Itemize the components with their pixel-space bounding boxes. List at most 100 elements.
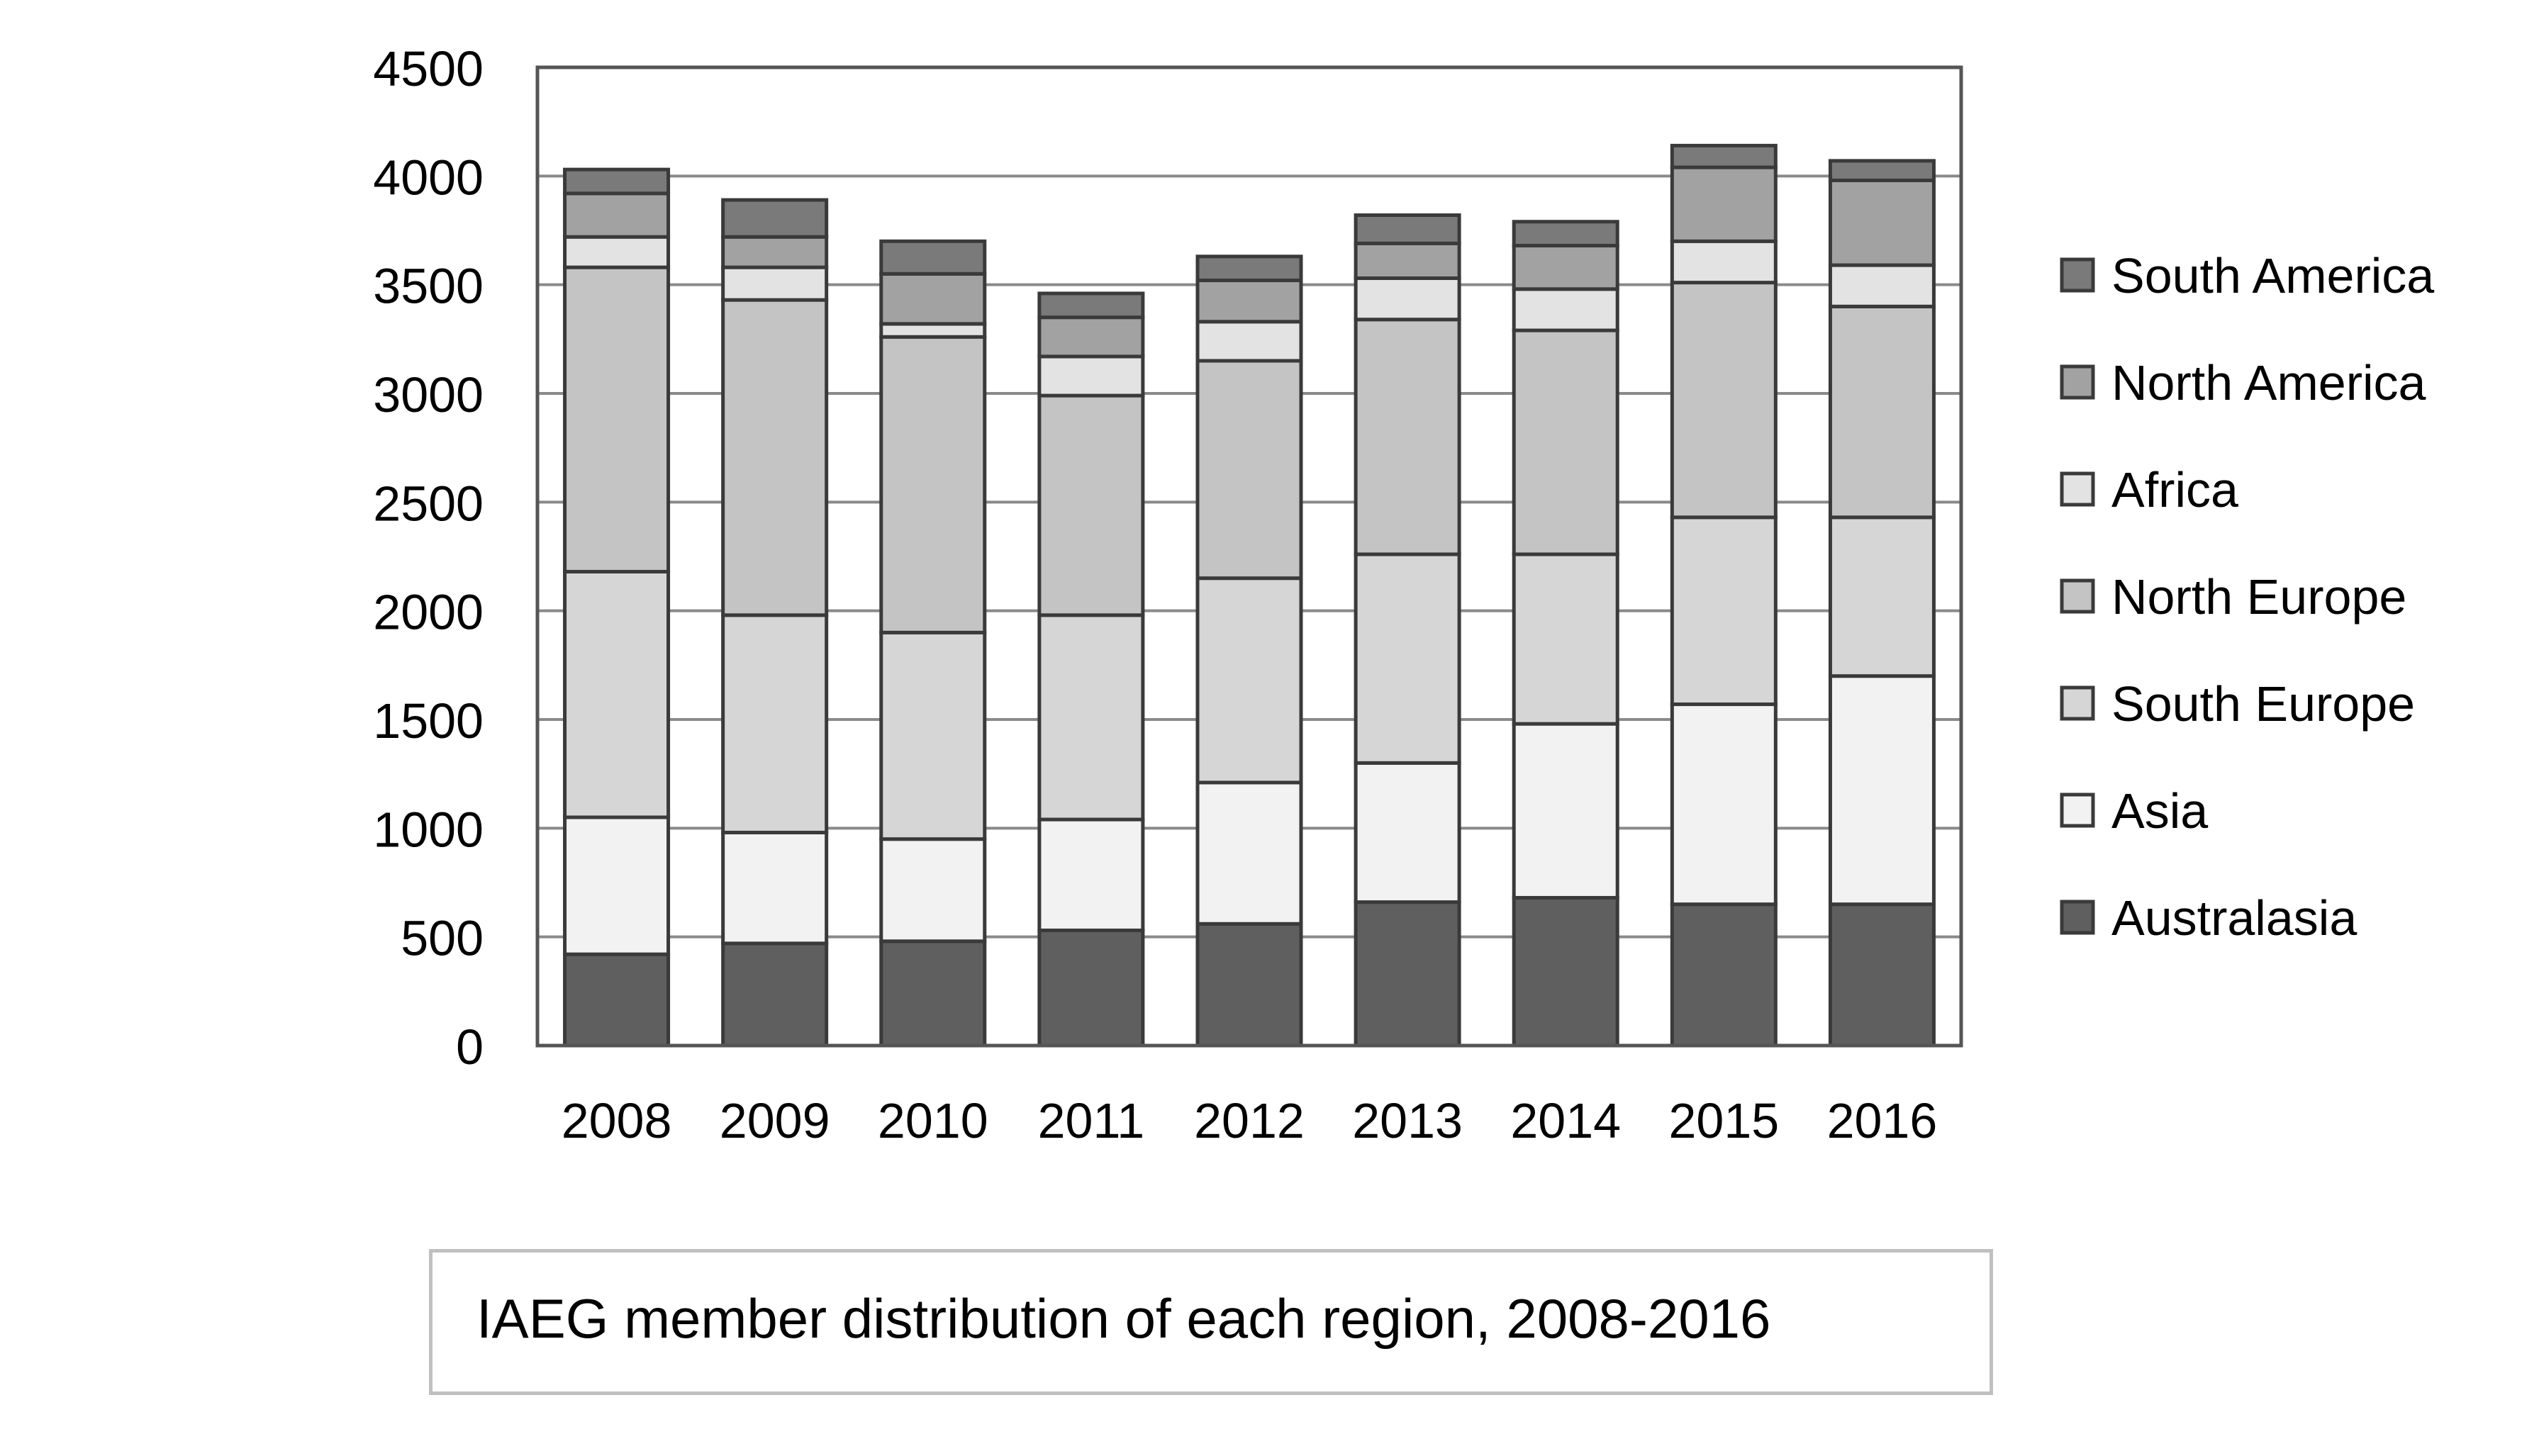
bar-segment	[1828, 902, 1936, 1048]
bar-segment	[1195, 254, 1303, 283]
legend-label: North America	[2111, 355, 2426, 410]
bar-segment	[879, 322, 987, 339]
bar-segment	[1354, 213, 1461, 245]
legend: South America North America Africa North Eu…	[2060, 248, 2434, 946]
x-tick-label: 2009	[720, 1093, 830, 1148]
bar-segment	[1828, 515, 1936, 678]
caption-box: IAEG member distribution of each region,…	[429, 1249, 1993, 1395]
bar-segment	[1828, 178, 1936, 267]
bar-segment	[1512, 722, 1619, 900]
bar-segment	[1670, 143, 1778, 169]
bar-segment	[1195, 320, 1303, 363]
x-tick-label: 2016	[1827, 1093, 1938, 1148]
y-tick-label: 3500	[373, 259, 484, 314]
bar-segment	[563, 952, 671, 1048]
bar-segment	[1828, 263, 1936, 308]
legend-label: North Europe	[2111, 569, 2406, 625]
bar-segment	[1354, 241, 1461, 280]
bar-segment	[1354, 552, 1461, 765]
y-tick-label: 4500	[373, 41, 484, 96]
bar-segment	[563, 167, 671, 196]
bar-segment	[1195, 359, 1303, 581]
bar-segment	[1354, 761, 1461, 905]
bar-segment	[1828, 159, 1936, 182]
bar-segment	[1670, 702, 1778, 907]
bar-segment	[1512, 220, 1619, 247]
legend-label: Australasia	[2111, 890, 2357, 946]
bar-segment	[1512, 328, 1619, 556]
bar-segment	[879, 939, 987, 1048]
bar-segment	[1512, 552, 1619, 726]
plot-frame	[535, 65, 1963, 1048]
bar-segment	[1195, 922, 1303, 1048]
y-tick-label: 2000	[373, 585, 484, 640]
bar-segment	[1512, 243, 1619, 291]
bar-segment	[1670, 902, 1778, 1048]
legend-label: South America	[2111, 248, 2434, 303]
bar-segment	[1037, 315, 1145, 359]
bar-segment	[1512, 287, 1619, 332]
bar-segment	[879, 271, 987, 326]
bar-segment	[721, 613, 829, 834]
bar-segment	[721, 830, 829, 946]
legend-label: South Europe	[2111, 676, 2415, 732]
bar-segment	[721, 941, 829, 1048]
bar-segment	[1828, 674, 1936, 907]
legend-swatch	[2060, 900, 2095, 935]
legend-swatch	[2060, 793, 2095, 828]
bar-segment	[563, 265, 671, 573]
bar-segment	[1037, 613, 1145, 822]
x-tick-label: 2010	[878, 1093, 988, 1148]
bar-segment	[1037, 291, 1145, 320]
bar-segment	[1037, 393, 1145, 617]
bar-segment	[563, 235, 671, 269]
y-tick-label: 1500	[373, 693, 484, 749]
bar-segment	[563, 815, 671, 956]
bar-segment	[1670, 165, 1778, 243]
bar-segment	[1037, 354, 1145, 398]
bar-segment	[1670, 281, 1778, 520]
bar-segment	[1037, 928, 1145, 1048]
x-tick-label: 2013	[1352, 1093, 1463, 1148]
bar-segment	[1195, 576, 1303, 785]
bar-segment	[721, 235, 829, 269]
legend-swatch	[2060, 471, 2095, 507]
x-tick-label: 2008	[562, 1093, 672, 1148]
bar-segment	[1354, 900, 1461, 1048]
legend-label: Africa	[2111, 462, 2238, 517]
bar-segment	[563, 191, 671, 239]
bar-segment	[1195, 780, 1303, 926]
y-tick-label: 500	[401, 911, 484, 966]
legend-swatch	[2060, 364, 2095, 400]
bar-segment	[1354, 318, 1461, 556]
legend-swatch	[2060, 685, 2095, 721]
bars-group	[563, 143, 1936, 1048]
legend-swatch	[2060, 578, 2095, 614]
legend-swatch	[2060, 257, 2095, 293]
y-tick-label: 0	[456, 1019, 484, 1075]
x-tick-label: 2014	[1510, 1093, 1621, 1148]
bar-segment	[879, 239, 987, 276]
bar-segment	[879, 335, 987, 634]
bar-segment	[879, 837, 987, 943]
bar-segment	[721, 265, 829, 302]
x-tick-label: 2015	[1668, 1093, 1779, 1148]
y-axis-ticks: 0 500 1000 1500 2000 2500 3000 3500 4000 4500	[373, 41, 484, 1075]
bar-segment	[1670, 515, 1778, 707]
y-tick-label: 4000	[373, 150, 484, 205]
bar-segment	[1354, 276, 1461, 322]
bar-segment	[563, 569, 671, 819]
bar-segment	[721, 198, 829, 239]
bar-segment	[1512, 895, 1619, 1048]
y-tick-label: 3000	[373, 367, 484, 422]
x-tick-label: 2012	[1194, 1093, 1305, 1148]
bar-segment	[1037, 817, 1145, 932]
x-axis-ticks: 2008 2009 2010 2011 2012 2013 2014 2015 2016	[562, 1093, 1938, 1148]
y-tick-label: 1000	[373, 802, 484, 857]
bar-segment	[1828, 304, 1936, 520]
bar-segment	[1195, 279, 1303, 324]
chart-caption: IAEG member distribution of each region,…	[476, 1287, 1771, 1350]
y-tick-label: 2500	[373, 476, 484, 531]
